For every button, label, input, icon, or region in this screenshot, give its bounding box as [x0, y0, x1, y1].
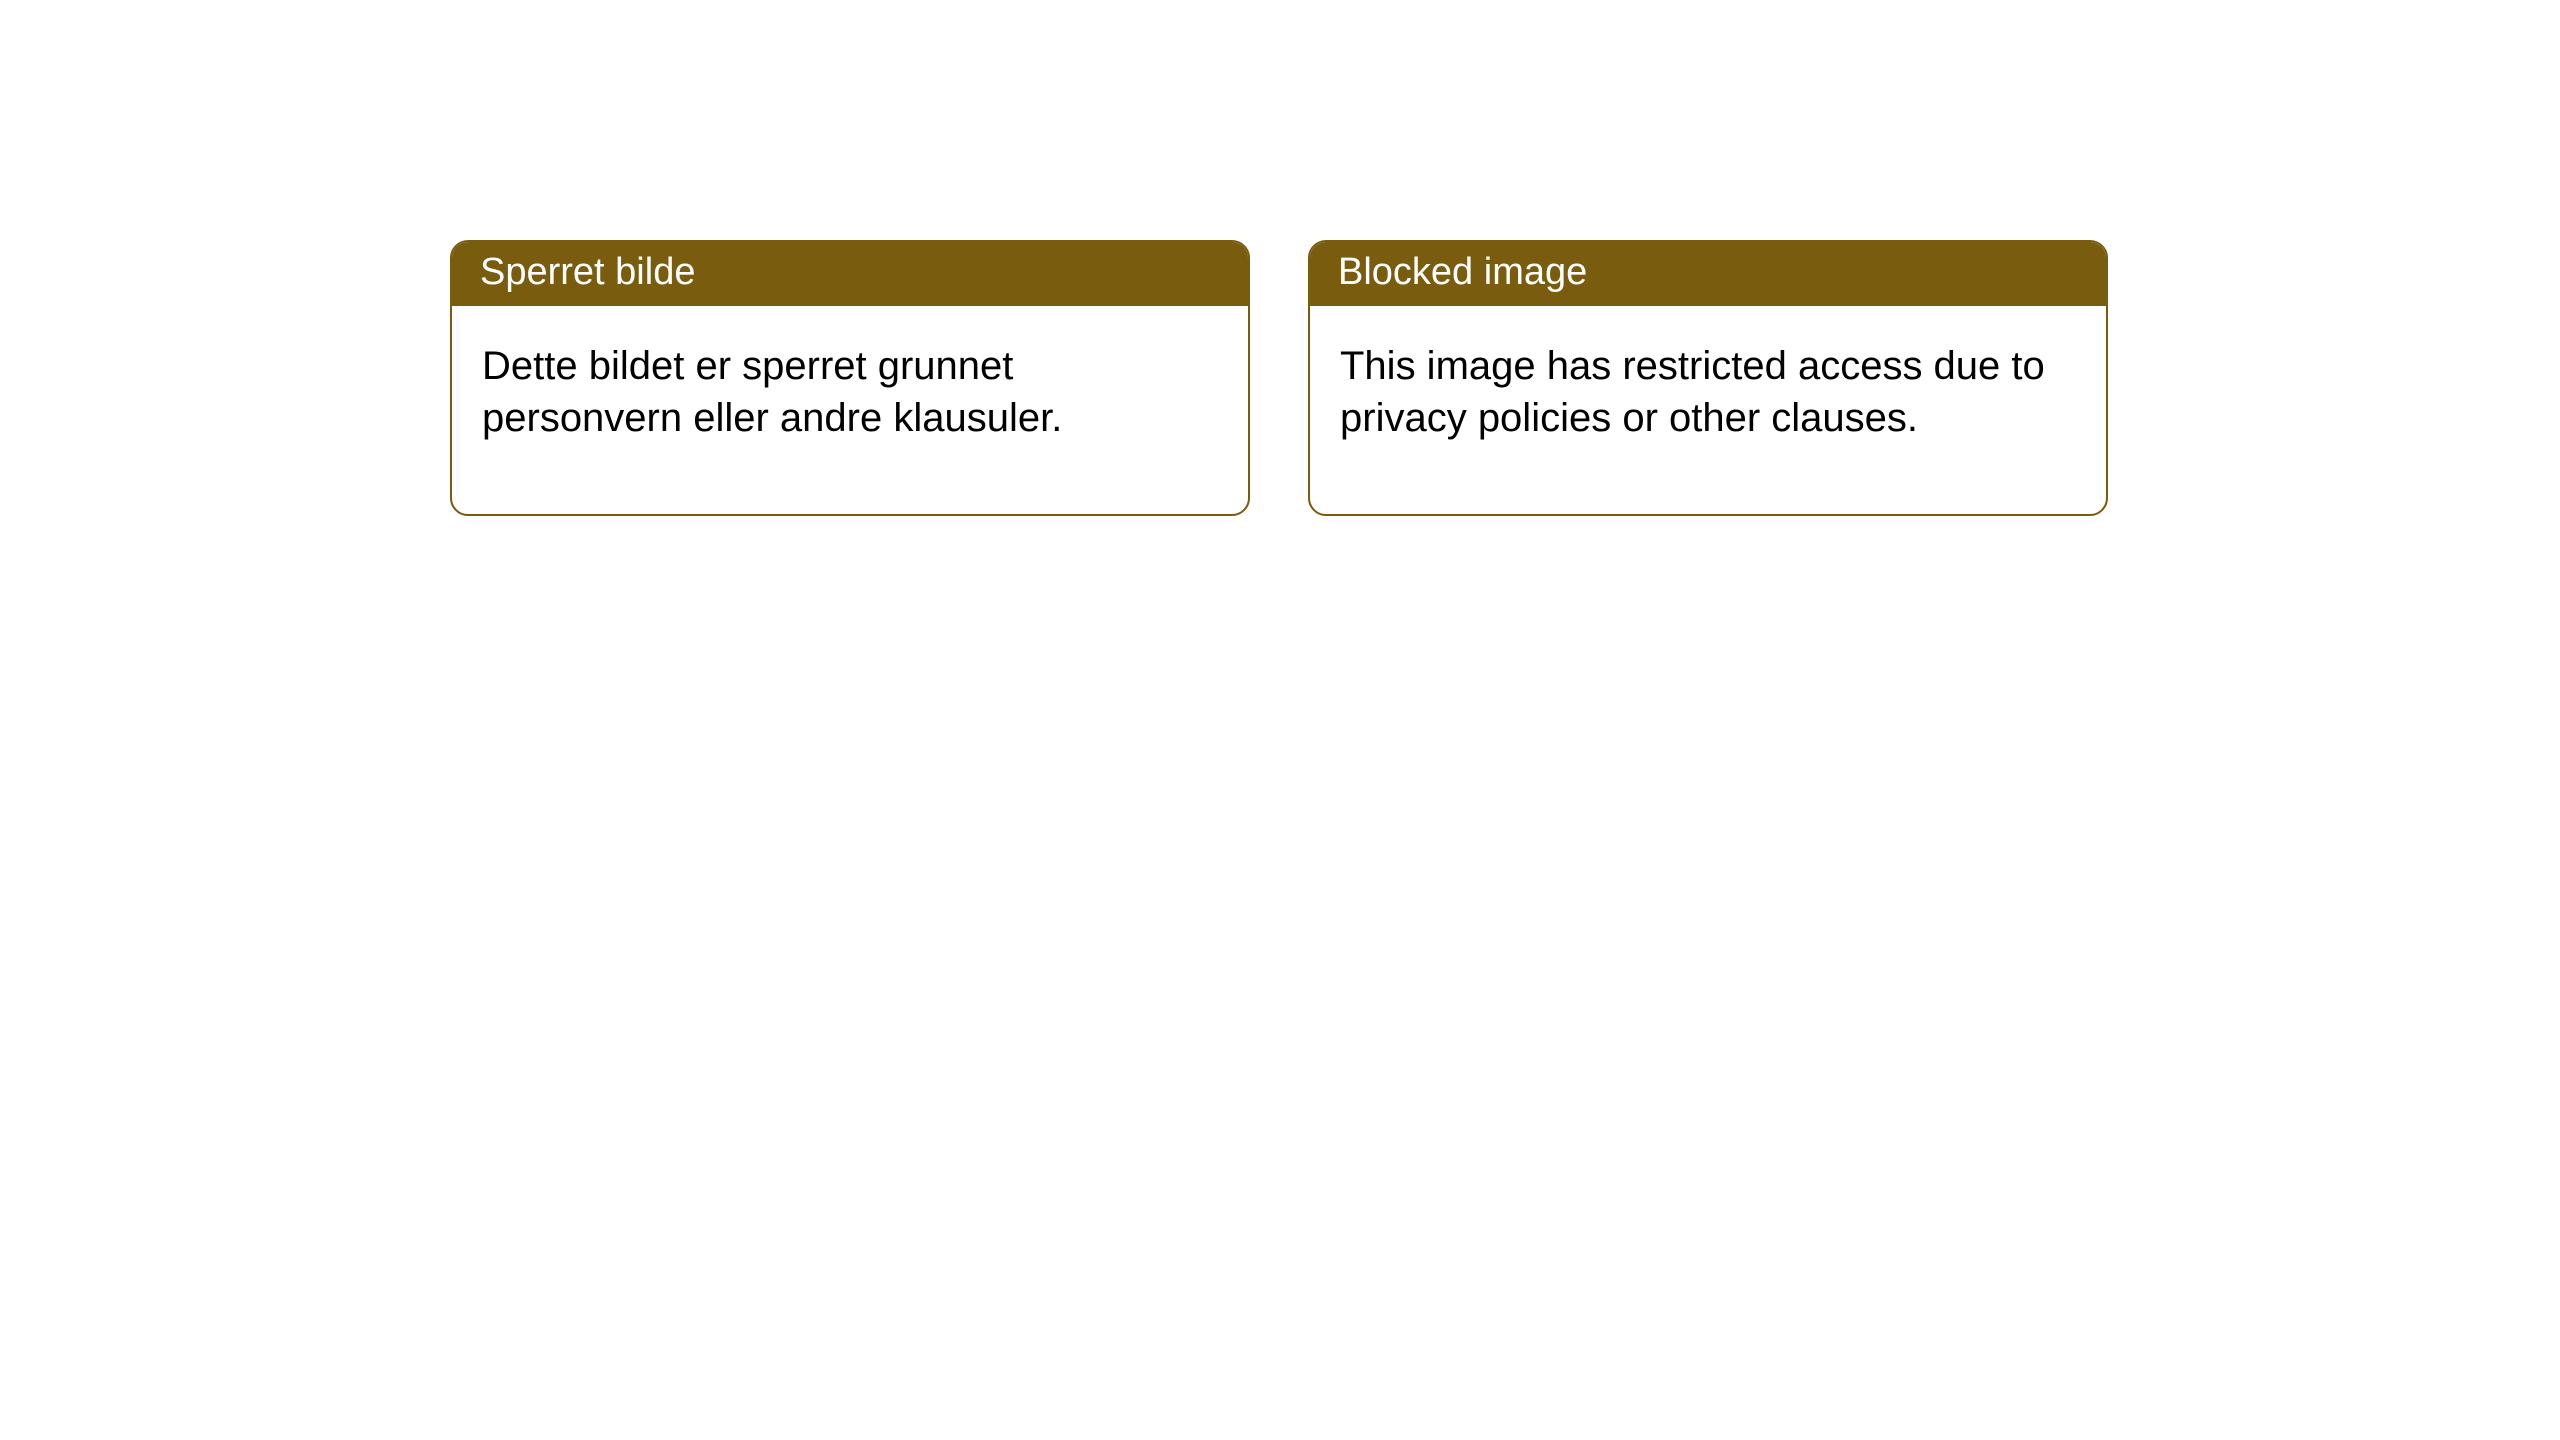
notice-container: Sperret bilde Dette bildet er sperret gr… — [0, 0, 2560, 516]
card-body-text: Dette bildet er sperret grunnet personve… — [452, 306, 1248, 514]
notice-card-english: Blocked image This image has restricted … — [1308, 240, 2108, 516]
card-body-text: This image has restricted access due to … — [1310, 306, 2106, 514]
card-title: Sperret bilde — [452, 242, 1248, 306]
card-title: Blocked image — [1310, 242, 2106, 306]
notice-card-norwegian: Sperret bilde Dette bildet er sperret gr… — [450, 240, 1250, 516]
